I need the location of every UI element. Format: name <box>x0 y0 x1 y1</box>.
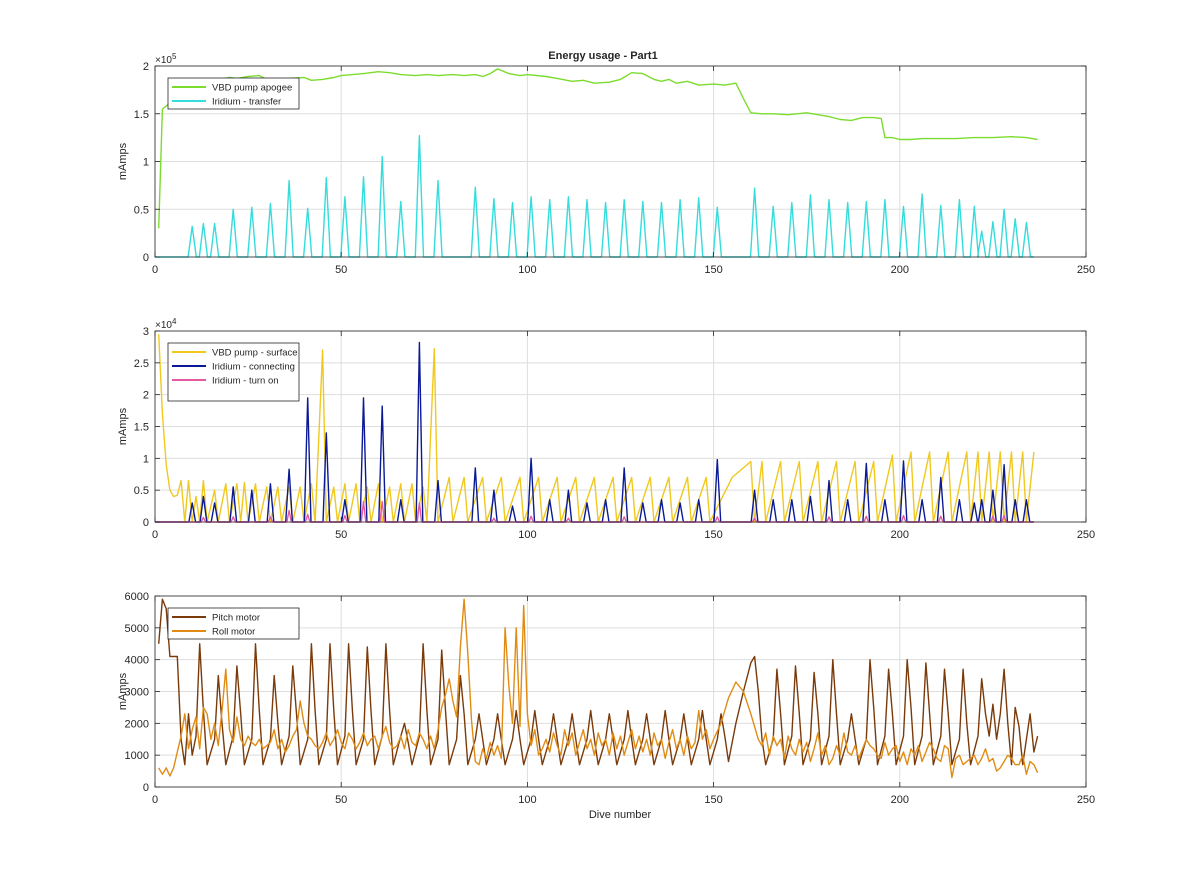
y-tick-label: 4000 <box>125 655 149 667</box>
y-exponent-label: ×105 <box>155 52 177 66</box>
x-tick-label: 200 <box>891 264 909 276</box>
y-exponent-base: ×10 <box>155 55 172 66</box>
y-tick-label: 0 <box>143 252 149 264</box>
y-exponent-power: 5 <box>172 52 177 61</box>
y-tick-label: 2000 <box>125 718 149 730</box>
y-exponent-base: ×10 <box>155 320 172 331</box>
y-tick-label: 2 <box>143 61 149 73</box>
y-tick-label: 5000 <box>125 623 149 635</box>
x-axis-label: Dive number <box>589 809 652 821</box>
x-tick-label: 0 <box>152 264 158 276</box>
legend-label: Iridium - turn on <box>212 376 279 387</box>
legend-label: VBD pump apogee <box>212 83 292 94</box>
series-line-iridium-turn-on <box>155 500 1034 523</box>
series-line-roll-motor <box>158 598 1039 779</box>
x-tick-label: 50 <box>335 264 347 276</box>
series-line-iridium-transfer <box>155 134 1034 258</box>
middle-panel-energy-surface: 0 50 100 150 200 250 0 0.5 1 1.5 2 2.5 3 ×104 mAmps VBD… <box>117 317 1095 541</box>
y-tick-label: 3 <box>143 326 149 338</box>
x-tick-label: 100 <box>518 794 536 806</box>
x-tick-label: 200 <box>891 794 909 806</box>
legend-label: Iridium - transfer <box>212 97 281 108</box>
legend-label: VBD pump - surface <box>212 348 298 359</box>
x-tick-label: 50 <box>335 794 347 806</box>
legend-label: Roll motor <box>212 627 255 638</box>
y-tick-label: 2 <box>143 390 149 402</box>
y-tick-label: 0 <box>143 782 149 794</box>
x-tick-label: 100 <box>518 529 536 541</box>
y-tick-label: 1 <box>143 453 149 465</box>
x-tick-label: 100 <box>518 264 536 276</box>
y-tick-label: 2.5 <box>134 358 149 370</box>
series-line-vbd-pump-surface <box>158 334 1035 523</box>
series-line-iridium-connecting <box>155 341 1034 523</box>
x-tick-label: 150 <box>704 529 722 541</box>
x-tick-label: 250 <box>1077 529 1095 541</box>
y-tick-label: 6000 <box>125 591 149 603</box>
y-tick-label: 3000 <box>125 687 149 699</box>
y-axis-label: mAmps <box>117 142 129 180</box>
x-tick-label: 250 <box>1077 794 1095 806</box>
legend-label: Iridium - connecting <box>212 362 295 373</box>
x-tick-label: 150 <box>704 264 722 276</box>
y-tick-label: 1.5 <box>134 422 149 434</box>
y-tick-label: 0.5 <box>134 204 149 216</box>
legend-box <box>167 77 300 110</box>
x-tick-label: 250 <box>1077 264 1095 276</box>
y-tick-label: 1.5 <box>134 109 149 121</box>
legend-label: Pitch motor <box>212 613 260 624</box>
x-tick-label: 0 <box>152 794 158 806</box>
y-tick-label: 0 <box>143 517 149 529</box>
y-axis-label: mAmps <box>117 407 129 445</box>
bottom-panel-motors: 0 50 100 150 200 250 0 1000 2000 3000 4000 5000 6000… <box>117 591 1095 806</box>
x-tick-label: 150 <box>704 794 722 806</box>
y-exponent-label: ×104 <box>155 317 177 331</box>
y-axis-label: mAmps <box>117 672 129 710</box>
legend-box <box>167 607 300 640</box>
y-exponent-power: 4 <box>172 317 177 326</box>
x-tick-label: 200 <box>891 529 909 541</box>
y-tick-label: 1 <box>143 157 149 169</box>
x-tick-label: 0 <box>152 529 158 541</box>
y-tick-label: 1000 <box>125 750 149 762</box>
top-panel-energy-apogee: 0 50 100 150 200 250 0 0.5 1 1.5 2 ×105 mAmps VBD pum… <box>117 52 1095 276</box>
x-tick-label: 50 <box>335 529 347 541</box>
y-tick-label: 0.5 <box>134 485 149 497</box>
figure-title: Energy usage - Part1 <box>548 50 657 62</box>
